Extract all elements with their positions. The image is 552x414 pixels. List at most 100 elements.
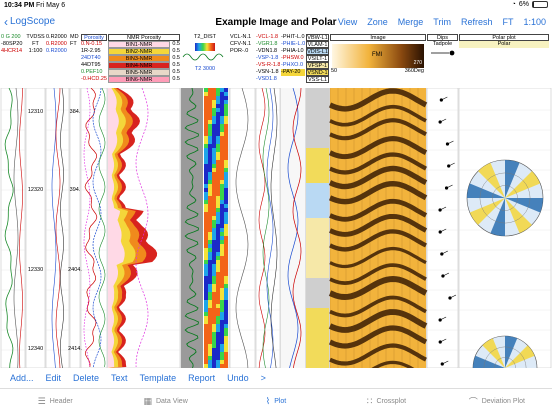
image-bedding xyxy=(329,246,427,269)
header-polar[interactable]: Polar plot Polar xyxy=(459,34,549,88)
log-plot-area[interactable]: 12310 12320 12330 12340 384. 394. 2404. 2414. xyxy=(0,88,552,368)
track-frame xyxy=(229,88,256,368)
tab-label: Plot xyxy=(274,398,287,405)
t2-cell xyxy=(216,92,220,96)
t2-cell xyxy=(216,172,220,176)
tab-data-view[interactable]: ▦ Data View xyxy=(110,389,220,414)
header-vbw[interactable]: VBW-L1 VLAM-1 VDIS-L1 VSILT-1 VFSP-1 VSN… xyxy=(306,34,329,88)
t2-cell xyxy=(208,236,212,240)
bottom-toolbar: Add... Edit Delete Text Template Report … xyxy=(0,370,552,386)
t2-cell xyxy=(204,208,208,212)
header-md-label: MD xyxy=(70,34,79,40)
t2-cell xyxy=(208,200,212,204)
header-nmr-bin-scale: 0.5 xyxy=(172,41,180,47)
t2-cell xyxy=(220,164,224,168)
t2-cell xyxy=(224,292,228,296)
undo-button[interactable]: Undo xyxy=(227,373,249,383)
tab-plot[interactable]: ⌇ Plot xyxy=(221,389,331,414)
t2-cell xyxy=(208,260,212,264)
t2-cell xyxy=(212,288,216,292)
scale-button[interactable]: 1:100 xyxy=(523,17,546,27)
template-button[interactable]: Template xyxy=(139,373,177,383)
t2-cell xyxy=(208,324,212,328)
header-phit-row: -PHIT-L.0 xyxy=(281,34,305,40)
t2-cell xyxy=(204,112,208,116)
t2-cell xyxy=(220,112,224,116)
unit-button[interactable]: FT xyxy=(502,17,514,27)
back-button[interactable]: ‹ LogScope xyxy=(4,14,55,29)
refresh-button[interactable]: Refresh xyxy=(460,17,493,27)
t2-cell xyxy=(208,304,212,308)
t2-cell xyxy=(204,304,208,308)
merge-button[interactable]: Merge xyxy=(397,17,424,27)
tadpole-head xyxy=(438,230,442,234)
header-nmr[interactable]: NMR Porosity BIN1-NMR 0.5 BIN2-NMR 0.5 BIN3-… xyxy=(108,34,180,88)
header-resistivity[interactable]: 0.R2000 0.R2000 0.R2000 xyxy=(46,34,69,88)
t2-cell xyxy=(208,224,212,228)
t2-cell xyxy=(216,296,220,300)
t2-cell xyxy=(208,176,212,180)
t2-cell xyxy=(216,176,220,180)
header-porosity[interactable]: Porosity 0.N-0.15 1R-2.95 24DT40 44DT95 … xyxy=(81,34,107,88)
add-button[interactable]: Add... xyxy=(10,373,34,383)
t2-cell xyxy=(224,156,228,160)
header-dips[interactable]: Dips Tadpole xyxy=(427,34,458,88)
t2-cell xyxy=(220,224,224,228)
tab-header[interactable]: ☰ Header xyxy=(0,389,110,414)
t2-cell xyxy=(208,252,212,256)
t2-cell xyxy=(212,236,216,240)
t2-cell xyxy=(204,284,208,288)
t2-cell xyxy=(208,144,212,148)
t2-cell xyxy=(220,232,224,236)
t2-cell xyxy=(216,312,220,316)
edit-button[interactable]: Edit xyxy=(45,373,62,383)
t2-cell xyxy=(204,148,208,152)
header-image[interactable]: Image FMI 270 50 360Deg xyxy=(330,34,426,88)
image-bedding xyxy=(328,309,428,333)
t2-cell xyxy=(224,336,228,340)
t2-cell xyxy=(224,296,228,300)
t2-cell xyxy=(220,88,224,92)
header-t2[interactable]: T2_DIST T2 3000 xyxy=(181,34,229,88)
trim-button[interactable]: Trim xyxy=(433,17,451,27)
header-phit[interactable]: -PHIT-L.0 -PHIE-L.0 -PHIA-L0 -PHSW.0 -PH… xyxy=(281,34,305,88)
t2-cell xyxy=(212,344,216,348)
t2-cell xyxy=(216,332,220,336)
image-bedding xyxy=(329,295,427,318)
more-button[interactable]: > xyxy=(260,373,266,383)
t2-cell xyxy=(204,280,208,284)
t2-cell xyxy=(212,328,216,332)
tab-label: Crossplot xyxy=(376,398,407,405)
tadpole-head xyxy=(438,340,442,344)
header-md[interactable]: MD FT xyxy=(70,34,80,88)
t2-cell xyxy=(216,132,220,136)
header-vgr-row: -VCL-1.8 xyxy=(256,34,279,40)
tab-crossplot[interactable]: ∷ Crossplot xyxy=(331,389,441,414)
t2-cell xyxy=(204,128,208,132)
tab-deviation-plot[interactable]: ⌒ Deviation Plot xyxy=(442,389,552,414)
t2-cell xyxy=(212,112,216,116)
header-vgr[interactable]: -VCL-1.8 -VGR1.8 -VDN1.8 -VSP-1.8 -VS-R-… xyxy=(256,34,280,88)
t2-cell xyxy=(224,352,228,356)
t2-cell xyxy=(220,300,224,304)
crossplot-icon: ∷ xyxy=(366,396,373,406)
header-phit-row: -PAY-20 xyxy=(281,69,305,76)
report-button[interactable]: Report xyxy=(188,373,216,383)
view-button[interactable]: View xyxy=(337,17,358,27)
t2-cell xyxy=(224,304,228,308)
tadpole-head xyxy=(441,274,445,278)
t2-cell xyxy=(212,300,216,304)
header-t2-title: T2_DIST xyxy=(193,34,216,40)
delete-button[interactable]: Delete xyxy=(73,373,100,383)
header-curves-left[interactable]: 0 G 200 -80SP20 4HCR14 xyxy=(1,34,25,88)
t2-cell xyxy=(212,224,216,228)
t2-cell xyxy=(216,252,220,256)
chevron-left-icon: ‹ xyxy=(4,14,8,29)
header-tvdss-scale: 1:100 xyxy=(28,48,43,54)
t2-cell xyxy=(212,88,216,92)
zone-button[interactable]: Zone xyxy=(367,17,388,27)
header-vcl[interactable]: VCL-N.1 CFV-N.1 POR-.0 xyxy=(230,34,255,88)
text-button[interactable]: Text xyxy=(111,373,128,383)
header-tvdss[interactable]: TVDSS FT 1:100 xyxy=(26,34,45,88)
header-nmr-bin: BIN2-NMR 0.5 xyxy=(108,48,180,55)
